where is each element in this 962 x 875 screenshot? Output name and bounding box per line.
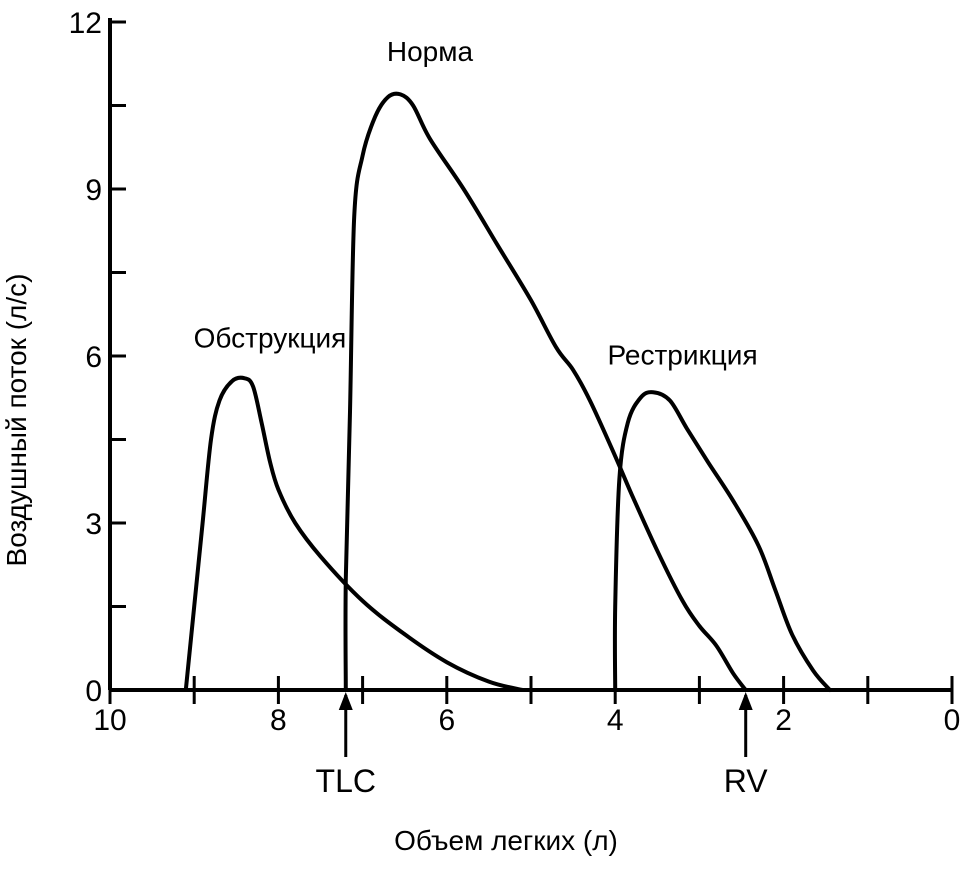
x-tick-label: 10 (93, 704, 126, 737)
x-tick-label: 6 (438, 704, 455, 737)
curve-labels: Обструкция Норма Рестрикция (194, 36, 758, 370)
marker-label-1: RV (724, 763, 769, 799)
series-line-0 (183, 375, 525, 692)
y-tick-label: 6 (85, 341, 102, 374)
marker-label-0: TLC (316, 763, 376, 799)
curves (183, 91, 832, 692)
x-tick-label: 8 (270, 704, 287, 737)
series-line-1 (343, 91, 748, 692)
y-tick-label: 12 (69, 7, 102, 40)
y-ticks: 0 3 6 9 12 (69, 7, 126, 708)
x-tick-label: 2 (775, 704, 792, 737)
y-tick-label: 3 (85, 508, 102, 541)
marker-arrowhead-0 (338, 692, 353, 710)
series-label-1: Норма (387, 36, 474, 67)
y-axis-title: Воздушный поток (л/с) (1, 274, 32, 567)
series-label-2: Рестрикция (607, 339, 757, 370)
series-label-0: Обструкция (194, 323, 347, 354)
x-tick-label: 0 (944, 704, 961, 737)
series-line-2 (612, 390, 832, 692)
x-ticks: 10 8 6 4 2 0 (93, 676, 960, 737)
x-axis-title: Объем легких (л) (394, 825, 618, 856)
y-tick-label: 9 (85, 174, 102, 207)
axes (108, 18, 952, 692)
marker-arrowhead-1 (738, 692, 753, 710)
x-tick-label: 4 (607, 704, 624, 737)
y-tick-label: 0 (85, 675, 102, 708)
markers: TLC RV (316, 692, 769, 799)
